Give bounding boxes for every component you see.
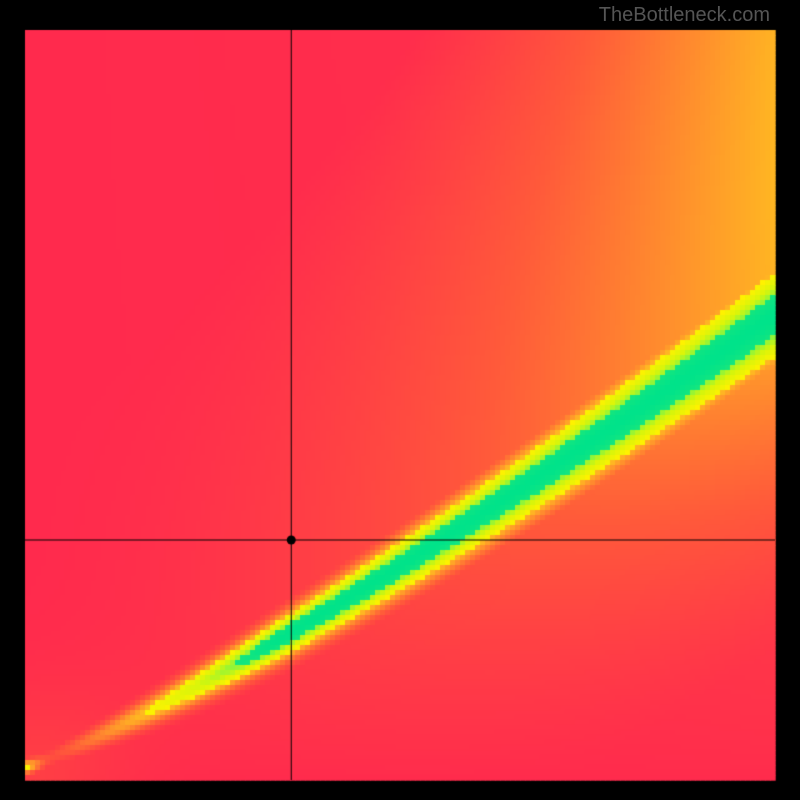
heatmap-chart — [0, 0, 800, 800]
watermark-text: TheBottleneck.com — [599, 4, 770, 27]
chart-container: TheBottleneck.com — [0, 0, 800, 800]
